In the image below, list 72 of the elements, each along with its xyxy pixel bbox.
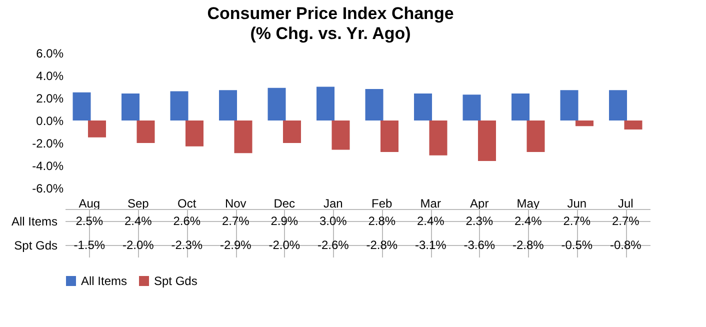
bar <box>429 120 448 156</box>
x-tick-label: Nov <box>224 196 246 210</box>
data-label: -3.1% <box>414 238 447 252</box>
bar <box>380 120 398 152</box>
data-label: 2.4% <box>514 214 542 228</box>
data-label: 2.5% <box>76 214 104 228</box>
data-label: -0.8% <box>610 238 642 252</box>
bar <box>624 120 642 130</box>
legend-label: Spt Gds <box>154 274 198 288</box>
text: All Items <box>11 214 58 228</box>
bar <box>462 94 481 120</box>
bar <box>282 120 301 143</box>
x-tick-label: Feb <box>372 196 393 210</box>
data-label: 2.8% <box>368 214 396 228</box>
bar <box>526 120 545 152</box>
bar <box>88 120 106 138</box>
bar <box>185 120 204 146</box>
data-label: -2.6% <box>317 238 350 252</box>
bar <box>575 120 594 126</box>
text: Spt Gds <box>14 238 58 252</box>
bar <box>136 120 155 143</box>
x-tick-label: Jul <box>618 196 634 210</box>
y-tick-label: -2.0% <box>32 136 64 150</box>
bar <box>332 120 350 150</box>
data-label: 2.7% <box>612 214 640 228</box>
data-label: 2.7% <box>563 214 591 228</box>
bar <box>414 94 432 120</box>
bar <box>234 120 252 154</box>
data-label: 2.6% <box>173 214 201 228</box>
data-label: 2.3% <box>466 214 494 228</box>
data-label: -0.5% <box>561 238 593 252</box>
legend-label: All Items <box>81 274 128 288</box>
bar <box>122 94 140 120</box>
chart-title: Consumer Price Index Change <box>207 4 454 23</box>
data-label: -2.3% <box>171 238 203 252</box>
x-tick-label: May <box>516 196 540 210</box>
y-tick-label: -4.0% <box>32 159 64 173</box>
y-tick-label: 2.0% <box>36 92 64 106</box>
x-tick-label: Jun <box>567 196 587 210</box>
bar <box>560 90 578 120</box>
y-tick-label: 6.0% <box>36 46 64 60</box>
x-tick-label: Apr <box>470 196 489 210</box>
x-tick-label: Mar <box>420 196 441 210</box>
data-label: 2.4% <box>124 214 152 228</box>
data-label: -2.0% <box>122 238 154 252</box>
x-tick-label: Oct <box>178 196 197 210</box>
y-tick-label: 0.0% <box>36 114 64 128</box>
data-label: -2.0% <box>268 238 300 252</box>
bar <box>365 89 384 120</box>
x-tick-label: Jan <box>323 196 343 210</box>
data-label: 2.4% <box>416 214 445 228</box>
data-label: 2.9% <box>270 214 298 228</box>
data-label: -2.9% <box>220 238 252 252</box>
chart-subtitle: (% Chg. vs. Yr. Ago) <box>250 24 411 43</box>
bar <box>512 94 530 120</box>
bar <box>478 120 496 161</box>
x-tick-label: Dec <box>274 196 296 210</box>
data-label: -1.5% <box>74 238 106 252</box>
bar <box>268 88 286 120</box>
bar <box>609 90 628 120</box>
data-label: 2.7% <box>222 214 250 228</box>
y-tick-label: 4.0% <box>36 69 64 83</box>
bar <box>170 91 188 120</box>
bar <box>72 92 91 120</box>
y-tick-label: -6.0% <box>32 182 64 196</box>
bar <box>316 86 335 120</box>
data-label: -2.8% <box>512 238 544 252</box>
data-label: -3.6% <box>464 238 496 252</box>
data-label: 3.0% <box>319 214 348 228</box>
x-tick-label: Sep <box>127 196 150 210</box>
bar <box>219 90 238 120</box>
data-label: -2.8% <box>366 238 398 252</box>
